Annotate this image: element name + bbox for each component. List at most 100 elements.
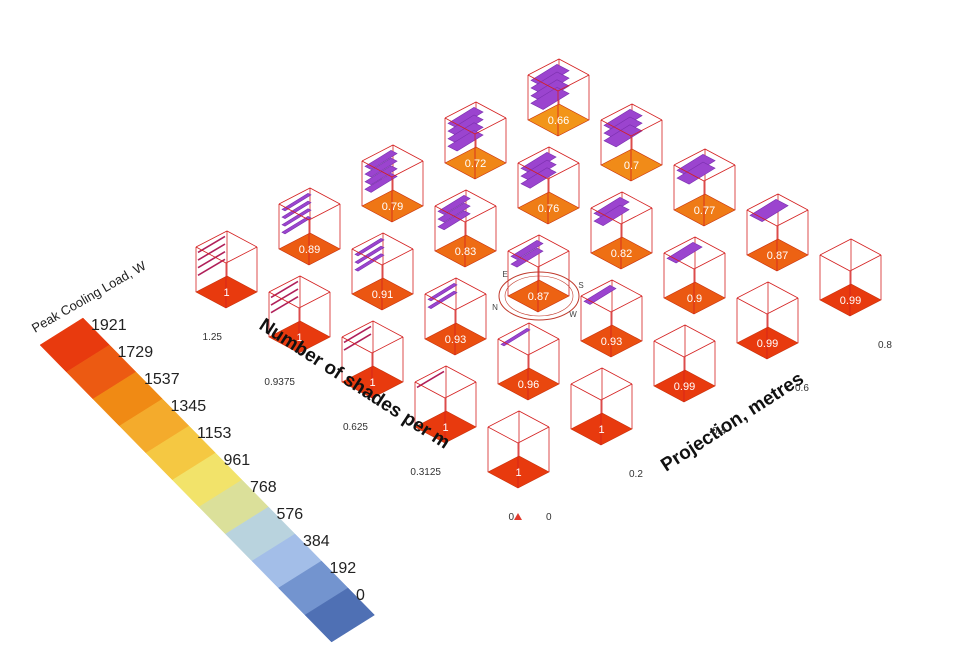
heatmap-cell: 0.79	[361, 144, 424, 223]
cell-value-label: 0.87	[528, 291, 549, 303]
cell-floor	[444, 146, 507, 180]
x-tick-label: 0.6	[795, 383, 809, 394]
x-tick-label: 0.2	[629, 469, 643, 480]
shade-device	[447, 114, 484, 137]
cell-floor	[414, 410, 477, 444]
heatmap-cell: 0.93	[424, 277, 487, 356]
cell-top-front-edge	[570, 383, 633, 401]
heatmap-cell: 0.82	[590, 191, 653, 270]
shade-device	[364, 150, 398, 170]
compass-rose: N E S W	[492, 270, 584, 321]
cell-top-back-edge	[736, 281, 799, 299]
heatmap-cell: 1	[487, 410, 550, 489]
legend-value-label: 768	[250, 479, 277, 496]
heatmap-cell: 0.93	[580, 279, 643, 358]
cell-top-front-edge	[517, 162, 580, 180]
shade-device	[343, 333, 372, 351]
cell-floor	[268, 320, 331, 354]
shade-device	[520, 159, 557, 182]
compass-ring	[504, 275, 574, 317]
heatmap-cell: 0.99	[653, 324, 716, 403]
cell-top-front-edge	[351, 248, 414, 266]
legend-value-label: 1921	[91, 317, 127, 334]
shade-device	[364, 165, 398, 186]
compass-label: E	[502, 270, 507, 279]
shade-device	[270, 280, 299, 299]
cell-floor	[736, 326, 799, 360]
shade-device	[364, 172, 398, 193]
cell-value-label: 0.9	[687, 293, 702, 305]
x-tick-label: 0.8	[878, 340, 892, 351]
cell-floor	[590, 236, 653, 270]
legend-value-label: 1345	[171, 398, 207, 415]
cell-floor	[517, 191, 580, 225]
heatmap-cell: 1	[414, 365, 477, 444]
shade-device	[281, 208, 312, 227]
cell-top-front-edge	[444, 117, 507, 135]
shade-device	[676, 161, 716, 185]
cell-top-back-edge	[819, 238, 882, 256]
cell-floor	[580, 324, 643, 358]
cell-top-back-edge	[414, 365, 477, 383]
shade-device	[197, 243, 226, 261]
legend: Peak Cooling Load, W 1921172915371345115…	[29, 258, 375, 643]
y-tick-label: 0.3125	[410, 467, 441, 478]
cell-floor	[487, 455, 550, 489]
cell-top-front-edge	[653, 340, 716, 358]
shade-device	[197, 258, 226, 277]
shade-device	[530, 86, 570, 110]
shade-device	[593, 204, 630, 227]
shade-device	[343, 325, 372, 344]
cell-top-front-edge	[580, 295, 643, 313]
heatmap-cell: 0.83	[434, 189, 497, 268]
cell-floor	[507, 279, 570, 313]
cell-floor	[746, 238, 809, 272]
shade-device	[197, 235, 226, 254]
cell-value-label: 0.99	[840, 295, 861, 307]
shade-device	[447, 122, 484, 144]
legend-value-label: 961	[224, 452, 251, 469]
compass-label: N	[492, 303, 498, 312]
cell-value-label: 0.66	[548, 115, 569, 127]
heatmap-cell: 0.77	[673, 148, 736, 227]
shade-device	[197, 251, 226, 269]
shade-device	[447, 129, 484, 152]
shade-device	[500, 328, 531, 347]
cell-top-front-edge	[663, 252, 726, 270]
cell-top-front-edge	[497, 338, 560, 356]
shade-device	[437, 202, 471, 223]
heatmap-cell: 0.7	[600, 103, 663, 182]
cell-top-front-edge	[414, 381, 477, 399]
cell-value-label: 0.93	[445, 334, 466, 346]
shade-device	[427, 290, 458, 309]
shade-device	[354, 238, 385, 257]
x-tick-label: 0	[546, 512, 552, 523]
compass-ring	[498, 271, 580, 321]
cell-top-front-edge	[590, 207, 653, 225]
shade-device	[427, 283, 458, 302]
cell-top-back-edge	[195, 230, 258, 248]
cell-value-label: 1	[442, 422, 448, 434]
shade-device	[437, 210, 471, 231]
plot-area: 0.66 0.7 0.72 0.77 0.76 0.79 0.87 0.82 0.83 0.89 0…	[195, 58, 882, 489]
shade-device	[270, 288, 299, 306]
cell-value-label: 0.79	[382, 201, 403, 213]
cell-floor	[424, 322, 487, 356]
cell-value-label: 0.7	[624, 160, 639, 172]
cell-top-back-edge	[570, 367, 633, 385]
cell-floor	[195, 275, 258, 309]
cell-top-front-edge	[424, 293, 487, 311]
heatmap-cell: 1	[268, 275, 331, 354]
cell-floor	[361, 189, 424, 223]
axes: Projection, metres Number of shades per …	[203, 270, 893, 523]
cell-top-back-edge	[268, 275, 331, 293]
cell-value-label: 0.87	[767, 250, 788, 262]
cell-value-label: 0.96	[518, 379, 539, 391]
cell-value-label: 1	[296, 332, 302, 344]
shade-device	[270, 296, 299, 314]
cell-floor	[527, 103, 590, 137]
x-tick-label: 0.4	[712, 426, 726, 437]
y-tick-label: 0.625	[343, 422, 368, 433]
heatmap-cell: 1	[195, 230, 258, 309]
shade-device	[510, 240, 544, 260]
